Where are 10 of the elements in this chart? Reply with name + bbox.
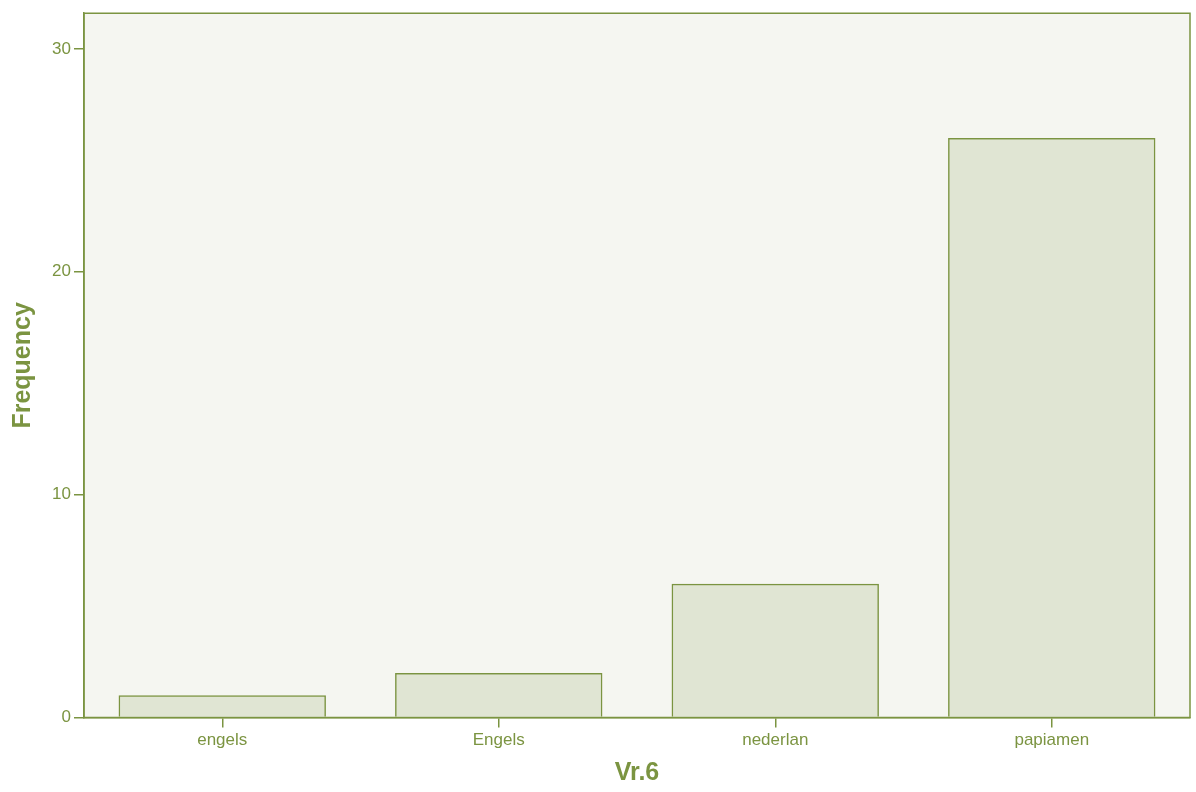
x-axis-title: Vr.6	[614, 756, 660, 785]
x-tick-label: engels	[197, 730, 248, 750]
x-tick-label: nederlan	[742, 730, 809, 750]
y-tick-label: 20	[52, 261, 71, 281]
x-tick-label: Engels	[472, 730, 525, 750]
y-tick-label: 10	[52, 484, 71, 504]
y-axis-title: Frequency	[6, 302, 35, 429]
y-tick-label: 30	[52, 38, 71, 58]
x-tick-label: papiamen	[1014, 730, 1090, 750]
y-tick-label: 0	[61, 707, 71, 727]
